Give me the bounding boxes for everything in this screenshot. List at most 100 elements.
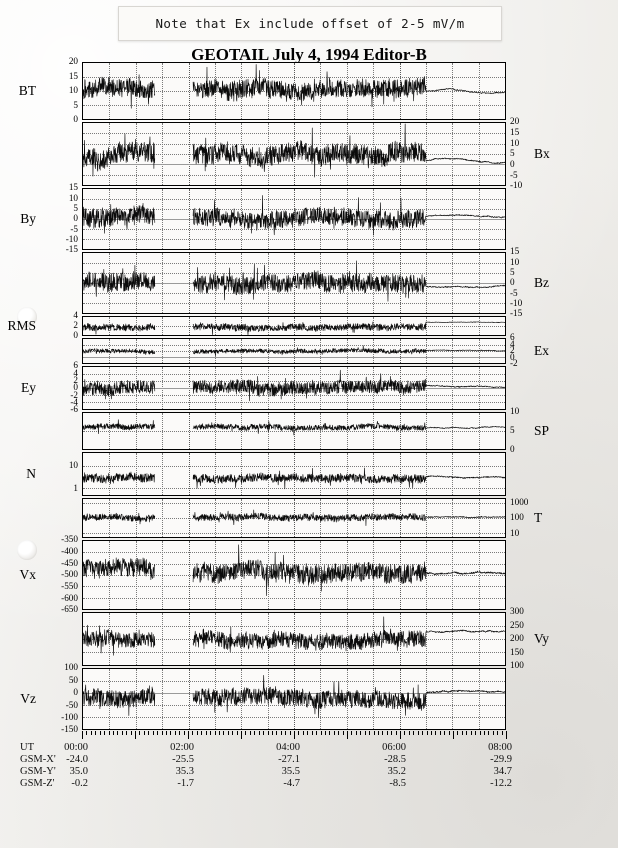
panel-ey: -6 -4 -2 0 2 4 6 Ey <box>0 361 618 415</box>
gridline-horizontal <box>83 639 505 640</box>
gridline-horizontal <box>83 652 505 653</box>
row-value: -4.7 <box>283 778 300 789</box>
axis-tick-label: -15 <box>510 308 523 319</box>
axis-tick-label: 2 <box>73 320 78 331</box>
axis-tick-label: 5 <box>510 148 515 159</box>
panel-label-bx: Bx <box>534 146 550 161</box>
panel-label-sp: SP <box>534 423 550 438</box>
gridline-horizontal <box>83 488 505 490</box>
gridline-horizontal <box>83 466 505 468</box>
data-trace-ey <box>83 369 505 402</box>
gridline-horizontal <box>83 374 505 375</box>
axis-tick-label: 6 <box>73 360 78 371</box>
gridline-horizontal <box>83 563 505 565</box>
data-trace-rms <box>83 321 505 335</box>
axis-tick-label: 0 <box>73 114 78 125</box>
plot-frame-bz <box>82 252 506 314</box>
panel-by: -15 -10 -5 0 5 10 15 By <box>0 183 618 254</box>
note-text: Note that Ex include offset of 2-5 mV/m <box>155 16 465 31</box>
gridline-horizontal <box>83 381 505 382</box>
plot-frame-vy <box>82 612 506 666</box>
plot-frame-ey <box>82 366 506 410</box>
gridline-vertical <box>294 669 295 729</box>
axis-tick-label: 0 <box>510 159 515 170</box>
axis-tick-label: 5 <box>73 99 78 110</box>
row-label: GSM-Y' <box>20 766 56 777</box>
axis-tick-label: 15 <box>68 182 78 193</box>
axis-tick-label: 4 <box>73 367 78 378</box>
gridline-horizontal <box>83 77 505 78</box>
plot-frame-sp <box>82 412 506 450</box>
row-value: -29.9 <box>490 754 512 765</box>
data-trace-bx <box>83 123 505 178</box>
axis-tick-label: -5 <box>510 169 518 180</box>
axis-tick-label: 10 <box>510 137 520 148</box>
gridline-vertical <box>162 669 164 729</box>
gridline-vertical <box>478 669 480 729</box>
plot-frame-vx <box>82 540 506 610</box>
axis-tick-label: -400 <box>61 546 78 557</box>
axis-tick-label: -650 <box>61 604 78 615</box>
gridline-vertical <box>320 453 322 495</box>
axis-tick-label: -500 <box>61 569 78 580</box>
axis-tick-label: 0 <box>73 687 78 698</box>
time-axis-ticks <box>82 731 507 739</box>
axis-tick-label: 5 <box>510 425 515 436</box>
row-value: 04:00 <box>276 742 300 753</box>
axis-tick-label: 250 <box>510 619 524 630</box>
data-trace-bz <box>83 260 505 302</box>
gridline-horizontal <box>83 303 505 304</box>
row-value: -24.0 <box>66 754 88 765</box>
plot-frame-t <box>82 498 506 538</box>
axis-tick-label: 5 <box>73 203 78 214</box>
row-label: GSM-Z' <box>20 778 55 789</box>
gridline-vertical <box>214 453 216 495</box>
axis-tick-label: -150 <box>61 724 78 735</box>
gridline-horizontal <box>83 705 505 706</box>
axis-tick-label: 0 <box>73 330 78 341</box>
gridline-vertical <box>425 669 427 729</box>
gridline-vertical <box>399 453 401 495</box>
axis-tick-label: 100 <box>510 512 524 523</box>
gridline-horizontal <box>83 105 505 106</box>
data-trace-vy <box>83 616 505 656</box>
row-label: UT <box>20 742 34 753</box>
row-value: 00:00 <box>64 742 88 753</box>
punch-hole <box>17 540 37 560</box>
panel-label-vy: Vy <box>534 631 550 646</box>
axis-tick-label: -550 <box>61 581 78 592</box>
row-value: 35.2 <box>387 766 406 777</box>
axis-tick-label: 2 <box>510 345 515 356</box>
axis-tick-label: -5 <box>510 287 518 298</box>
axis-tick-label: 0 <box>510 444 515 455</box>
axis-tick-label: -10 <box>510 180 523 191</box>
axis-tick-label: -6 <box>70 404 78 415</box>
panel-label-ey: Ey <box>21 380 36 395</box>
axis-tick-label: -2 <box>70 389 78 400</box>
axis-tick-label: 5 <box>510 267 515 278</box>
gridline-horizontal <box>83 91 505 92</box>
plot-frame-by <box>82 188 506 250</box>
panel-n: 1 10 N <box>0 452 618 498</box>
axis-tick-label: 20 <box>68 56 78 67</box>
panel-ex: -2 0 2 4 6 Ex <box>0 333 618 368</box>
axis-tick-label: -50 <box>65 699 78 710</box>
gridline-vertical <box>478 453 480 495</box>
gridline-horizontal <box>83 345 505 346</box>
row-value: 02:00 <box>170 742 194 753</box>
row-value: 08:00 <box>488 742 512 753</box>
gridline-horizontal <box>83 357 505 358</box>
gridline-vertical <box>399 669 401 729</box>
gridline-horizontal <box>83 133 505 135</box>
gridline-horizontal <box>83 198 505 200</box>
axis-tick-label: 0 <box>73 382 78 393</box>
note-box: Note that Ex include offset of 2-5 mV/m <box>118 6 502 41</box>
data-trace-n <box>83 467 505 490</box>
axis-tick-label: 150 <box>510 646 524 657</box>
gridline-horizontal <box>83 503 505 505</box>
axis-tick-label: 1000 <box>510 497 529 508</box>
row-value: -28.5 <box>384 754 406 765</box>
gridline-horizontal <box>83 272 505 274</box>
gridline-horizontal <box>83 228 505 230</box>
row-value: 35.5 <box>281 766 300 777</box>
